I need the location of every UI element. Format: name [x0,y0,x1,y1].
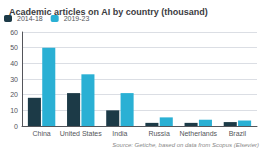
svg-text:40: 40 [10,60,18,67]
svg-text:0: 0 [14,123,18,130]
svg-text:Academic articles on AI by cou: Academic articles on AI by country (thou… [9,7,208,17]
svg-text:2014-18: 2014-18 [17,15,43,22]
svg-text:Brazil: Brazil [229,130,247,137]
svg-text:20: 20 [10,91,18,98]
svg-text:Russia: Russia [148,130,170,137]
svg-text:50: 50 [10,44,18,51]
svg-text:60: 60 [10,29,18,36]
svg-text:Source: Getiche, based on data: Source: Getiche, based on data from Scop… [112,142,259,148]
svg-text:10: 10 [10,107,18,114]
svg-text:2019-23: 2019-23 [63,15,90,22]
svg-text:30: 30 [10,76,18,83]
svg-text:United States: United States [60,130,103,137]
svg-text:China: China [32,130,50,137]
svg-text:India: India [112,130,127,137]
svg-text:Netherlands: Netherlands [179,130,217,137]
